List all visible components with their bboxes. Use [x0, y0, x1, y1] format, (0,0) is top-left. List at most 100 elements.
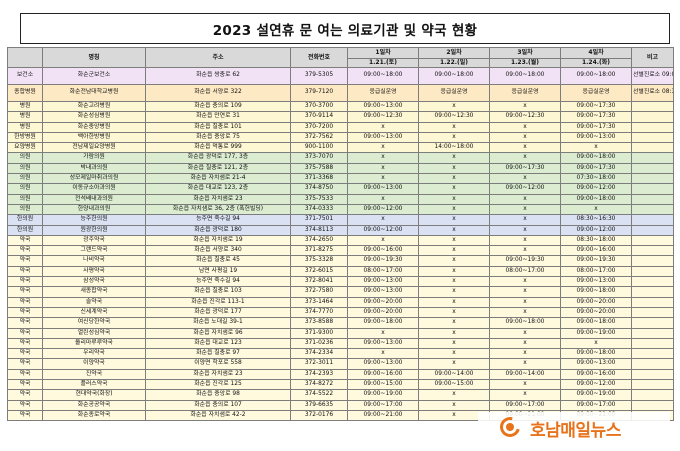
phone-cell: 372-7580 [290, 286, 348, 298]
day-header: 3일차 [489, 47, 561, 59]
day3-hours-cell: x [489, 131, 561, 144]
address-cell: 화순읍 쌍충로 62 [145, 67, 291, 85]
day4-hours-cell: 09:00~20:00 [560, 296, 632, 308]
note-cell [631, 317, 674, 329]
phone-cell: 370-3700 [290, 100, 348, 113]
name-cell: 이양약국 [42, 358, 146, 370]
type-cell: 한의원 [7, 224, 43, 236]
day4-hours-cell: 09:00~16:00 [560, 245, 632, 257]
day3-hours-cell: x [489, 100, 561, 113]
address-cell: 화순읍 대교로 123, 2층 [145, 183, 291, 195]
day3-hours-cell: x [489, 276, 561, 288]
note-cell [631, 306, 674, 319]
day2-hours-cell: 09:00~14:00 [418, 368, 490, 381]
note-cell [631, 399, 674, 411]
day3-hours-cell: 09:00~19:30 [489, 255, 561, 267]
day1-hours-cell: 09:00~13:00 [347, 131, 419, 144]
day2-hours-cell: 14:00~18:00 [418, 142, 490, 154]
note-cell [631, 193, 674, 205]
phone-cell: 370-9114 [290, 111, 348, 123]
day2-hours-cell: x [418, 389, 490, 401]
name-header: 명칭 [42, 47, 146, 68]
name-cell: 박내과의원 [42, 162, 146, 175]
address-cell: 화순읍 진각로 125 [145, 379, 291, 391]
day2-hours-cell: x [418, 265, 490, 278]
table-row: 약국 사평약국 남면 사평길 19 372-6015 08:00~17:00 x 08:00… [7, 265, 674, 278]
day3-hours-cell: 09:00~18:00 [489, 317, 561, 329]
day1-hours-cell: 09:00~17:00 [347, 399, 419, 411]
date-header: 1.24.(화) [560, 58, 632, 68]
day4-hours-cell: 08:30~18:00 [560, 234, 632, 247]
name-cell: 화순종로약국 [42, 409, 146, 422]
day4-hours-cell: 09:00~18:00 [560, 286, 632, 298]
day1-hours-cell: 09:00~20:00 [347, 306, 419, 319]
type-cell: 약국 [7, 409, 43, 422]
table-row: 약국 그랜드약국 화순읍 서양로 340 371-8275 09:00~16:00 x x 0… [7, 245, 674, 257]
day4-hours-cell: 09:00~12:00 [560, 183, 632, 195]
table-row: 약국 삼성약국 능주면 죽수길 94 372-8041 09:00~13:00 x x 09:… [7, 276, 674, 288]
phone-cell: 372-0176 [290, 409, 348, 422]
day2-hours-cell: x [418, 100, 490, 113]
note-cell [631, 162, 674, 175]
name-cell: 성모제일마취과의원 [42, 173, 146, 185]
name-cell: 사평약국 [42, 265, 146, 278]
day3-hours-cell: 09:00~12:00 [489, 183, 561, 195]
type-cell: 병원 [7, 100, 43, 113]
name-cell: 능주한의원 [42, 214, 146, 226]
name-cell: 나비약국 [42, 255, 146, 267]
address-cell: 화순읍 진각로 113-1 [145, 296, 291, 308]
name-cell: 열린성심약국 [42, 327, 146, 339]
table-row: 약국 우리약국 화순읍 칠충로 97 374-2334 x x x 09:00~18:00 [7, 348, 674, 360]
document-title: 2023 설연휴 문 여는 의료기관 및 약국 현황 [20, 13, 670, 44]
day3-hours-cell: x [489, 203, 561, 216]
phone-cell: 372-8041 [290, 276, 348, 288]
name-cell: 화순군보건소 [42, 67, 146, 85]
name-cell: 화순공공약국 [42, 399, 146, 411]
phone-cell: 371-0236 [290, 337, 348, 350]
day2-hours-cell: 응급실운영 [418, 84, 490, 102]
address-cell: 화순읍 칠충로 97 [145, 348, 291, 360]
day1-hours-cell: 09:00~18:00 [347, 317, 419, 329]
type-cell: 약국 [7, 265, 43, 278]
name-cell: 그랜드약국 [42, 245, 146, 257]
day1-hours-cell: 09:00~18:00 [347, 67, 419, 85]
type-cell: 의원 [7, 162, 43, 175]
day2-hours-cell: x [418, 173, 490, 185]
day4-hours-cell: 07:30~18:00 [560, 173, 632, 185]
phone-cell: 379-7120 [290, 84, 348, 102]
phone-cell: 371-8275 [290, 245, 348, 257]
type-cell: 약국 [7, 286, 43, 298]
phone-cell: 375-3328 [290, 255, 348, 267]
type-cell: 의원 [7, 183, 43, 195]
name-cell: 전남제일요양병원 [42, 142, 146, 154]
table-row: 약국 진약국 화순읍 자치샘로 23 374-2393 09:00~16:00 09:00… [7, 368, 674, 381]
note-cell [631, 286, 674, 298]
day2-hours-cell: x [418, 306, 490, 319]
day2-hours-cell: x [418, 327, 490, 339]
day1-hours-cell: x [347, 348, 419, 360]
day4-hours-cell: 응급실운영 [560, 84, 632, 102]
day4-hours-cell: 09:00~17:30 [560, 162, 632, 175]
day4-hours-cell: 09:00~17:30 [560, 111, 632, 123]
day3-hours-cell: x [489, 224, 561, 236]
table-row: 약국 나비약국 화순읍 칠충로 45 375-3328 09:00~19:30 x 09:0… [7, 255, 674, 267]
day3-hours-cell: x [489, 121, 561, 133]
type-cell: 의원 [7, 152, 43, 164]
note-cell [631, 296, 674, 308]
day3-hours-cell: x [489, 348, 561, 360]
day4-hours-cell: 09:00~20:00 [560, 306, 632, 319]
address-cell: 화순읍 광덕로 177 [145, 306, 291, 319]
note-cell [631, 173, 674, 185]
day3-hours-cell: 08:00~17:00 [489, 265, 561, 278]
day3-hours-cell: x [489, 306, 561, 319]
day1-hours-cell: 09:00~13:00 [347, 337, 419, 350]
day4-hours-cell: x [560, 142, 632, 154]
day4-hours-cell: 09:00~18:00 [560, 348, 632, 360]
day3-hours-cell: x [489, 245, 561, 257]
table-row: 약국 솔약국 화순읍 진각로 113-1 373-1464 09:00~20:00 x x 0… [7, 296, 674, 308]
facility-table: 명칭 주소 전화번호 1일차 2일차 3일차 4일차 비고 1.21.(토) 1… [7, 47, 674, 422]
phone-cell: 374-7770 [290, 306, 348, 319]
day2-hours-cell: x [418, 358, 490, 370]
day3-hours-cell: x [489, 152, 561, 164]
phone-cell: 374-2650 [290, 234, 348, 247]
